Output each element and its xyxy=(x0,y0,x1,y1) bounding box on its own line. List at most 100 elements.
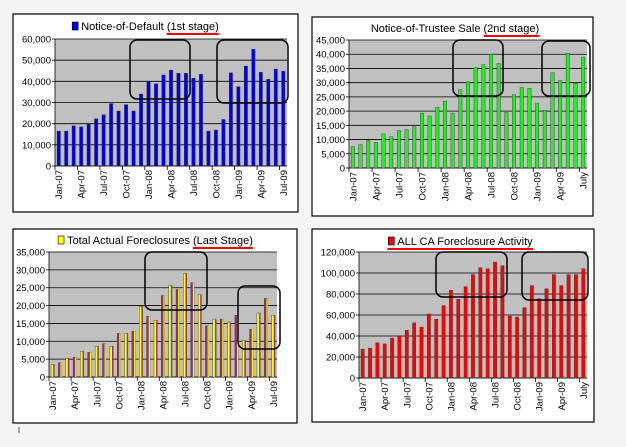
bar-May-09 xyxy=(566,274,571,379)
x-tick-label: Oct-08 xyxy=(513,382,524,411)
bar-shade xyxy=(273,315,275,377)
bar-shade xyxy=(214,319,217,377)
x-tick-label: Apr-08 xyxy=(159,381,170,410)
x-tick-label: Jan-08 xyxy=(446,382,457,411)
bar-Jun-08 xyxy=(184,73,188,167)
bar-Jan-07 xyxy=(56,130,61,167)
chart-title: ALL CA Foreclosure Activity xyxy=(397,236,533,248)
legend-swatch xyxy=(388,236,395,246)
x-tick-label: Apr-08 xyxy=(167,170,178,199)
bar-shade xyxy=(244,340,246,377)
bar-Oct-08 xyxy=(515,316,519,379)
bar-Sep-08 xyxy=(507,315,512,379)
x-tick-label: Oct-07 xyxy=(417,172,428,201)
x-tick-label: Jan-07 xyxy=(48,381,59,410)
bar-Jul-07 xyxy=(396,130,401,169)
bar-shade xyxy=(229,322,231,377)
bar-Jan-08 xyxy=(449,290,453,379)
chart-2: 0 5,000 10,000 15,000 20,000 25,000 30,000 35,0… xyxy=(311,16,594,217)
bar-Aug-08 xyxy=(496,63,501,169)
bar-Mar-07 xyxy=(71,125,76,167)
bar-Dec-07 xyxy=(441,305,446,379)
bar-Sep-08 xyxy=(206,130,211,167)
bar-shade xyxy=(89,352,92,377)
bar-Aug-07 xyxy=(404,129,409,169)
chart-title: Total Actual Foreclosures (Last Stage) xyxy=(67,235,253,247)
bar-Jan-07 xyxy=(360,348,365,379)
bar-Jun-07 xyxy=(389,136,394,169)
bar-May-07 xyxy=(390,337,394,379)
bar-Nov-07 xyxy=(427,115,432,169)
highlight-box xyxy=(216,39,289,104)
bar-Nov-08 xyxy=(522,307,527,379)
bar-May-09 xyxy=(565,53,570,169)
bar-Nov-07 xyxy=(131,110,136,167)
x-tick-label: Apr-08 xyxy=(464,172,475,201)
bar-Oct-08 xyxy=(214,129,218,167)
bar-Jan-09 xyxy=(537,298,542,379)
y-tick-label: 100,000 xyxy=(321,269,355,280)
x-tick-label: Oct-08 xyxy=(211,170,222,199)
bar-shade xyxy=(53,364,55,377)
bar-Jun-09 xyxy=(573,83,578,169)
y-tick-label: 20,000 xyxy=(22,119,51,130)
bar-Mar-07 xyxy=(366,140,371,169)
x-tick-label: Jan-08 xyxy=(440,172,451,201)
chart-4: 0 20,000 40,000 60,000 80,000 100,000 120,000 J… xyxy=(311,228,595,423)
y-tick-label: 45,000 xyxy=(316,36,345,47)
y-tick-label: 20,000 xyxy=(326,353,355,364)
bar-Jul-08 xyxy=(183,273,187,378)
x-tick-label: Jan-07 xyxy=(358,382,369,411)
bar-shade xyxy=(156,320,158,377)
bar-shade xyxy=(141,306,143,377)
x-tick-label: Oct-07 xyxy=(122,170,133,199)
bar-shade xyxy=(163,295,165,377)
y-tick-label: 35,000 xyxy=(316,64,345,75)
highlight-box xyxy=(237,285,281,350)
x-tick-label: Apr-09 xyxy=(256,170,267,199)
bar-shade xyxy=(259,313,261,377)
bar-Jul-07 xyxy=(404,330,409,379)
bar-Aug-07 xyxy=(412,322,417,379)
x-tick-label: Jul-09 xyxy=(269,381,280,407)
bar-Dec-08 xyxy=(228,72,233,167)
x-tick-label: July xyxy=(579,382,590,399)
y-tick-label: 25,000 xyxy=(316,92,345,103)
bar-shade xyxy=(200,294,202,377)
x-tick-label: Jan-09 xyxy=(225,381,236,410)
bar-shade xyxy=(266,298,268,377)
x-tick-label: Apr-09 xyxy=(247,381,258,410)
y-tick-label: 50,000 xyxy=(22,56,51,67)
bar-shade xyxy=(134,331,136,377)
bar-Jun-09 xyxy=(574,274,578,379)
bar-Jul-08 xyxy=(489,54,493,169)
bar-shade xyxy=(207,325,209,377)
x-tick-label: Apr-07 xyxy=(380,382,391,411)
y-tick-label: 15,000 xyxy=(316,121,345,132)
bar-Jun-07 xyxy=(397,335,402,379)
bar-Feb-07 xyxy=(64,130,69,167)
bar-Feb-09 xyxy=(544,288,549,379)
bar-Jan-08 xyxy=(146,81,151,167)
x-tick-label: July xyxy=(579,172,590,189)
title-emphasis: (2nd stage) xyxy=(484,23,540,35)
bar-Jan-07 xyxy=(350,146,355,169)
y-tick-label: 5,000 xyxy=(21,355,45,366)
bar-Sep-07 xyxy=(412,126,417,169)
bar-July xyxy=(581,268,586,379)
bar-Jan-08 xyxy=(443,100,447,169)
bar-July xyxy=(581,56,586,169)
highlight-box xyxy=(129,39,191,100)
y-tick-label: 120,000 xyxy=(321,248,355,259)
bar-shade xyxy=(67,358,70,377)
bar-shade xyxy=(97,346,99,377)
bar-shade xyxy=(60,362,62,377)
title-emphasis: (Last Stage) xyxy=(193,235,253,247)
y-tick-label: 15,000 xyxy=(16,319,45,330)
x-tick-label: Jul-07 xyxy=(394,172,405,198)
legend-swatch xyxy=(57,235,65,245)
y-tick-label: 40,000 xyxy=(316,50,345,61)
x-tick-label: Jul-07 xyxy=(92,381,103,407)
x-tick-label: Oct-08 xyxy=(510,172,521,201)
bar-Feb-09 xyxy=(234,315,239,378)
